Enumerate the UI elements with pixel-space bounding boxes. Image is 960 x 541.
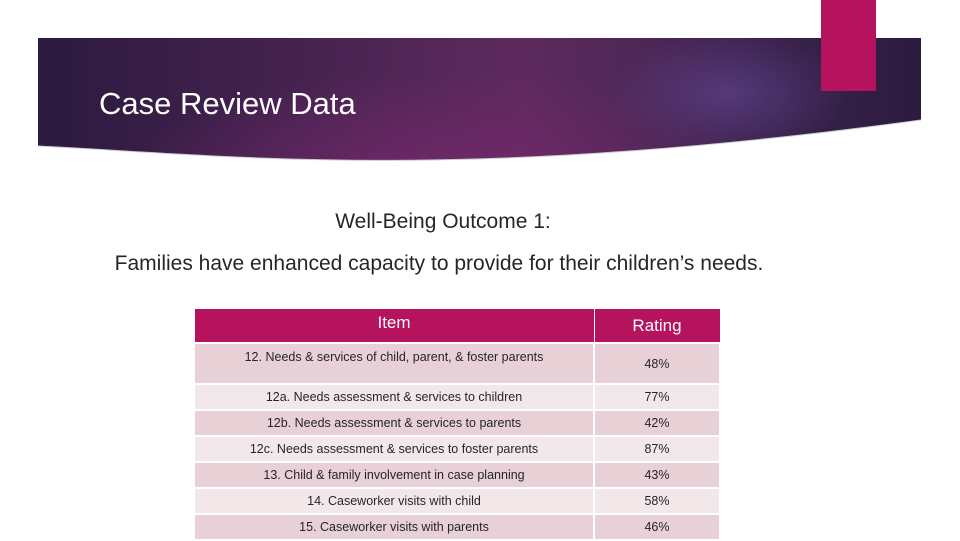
accent-bar — [821, 0, 876, 91]
row-rating: 46% — [593, 513, 721, 541]
rating-table: Item Rating 12. Needs & services of chil… — [193, 308, 721, 541]
row-item: 12. Needs & services of child, parent, &… — [193, 342, 595, 385]
row-rating: 42% — [593, 409, 721, 437]
table-header-row: Item Rating — [193, 308, 721, 344]
row-rating: 87% — [593, 435, 721, 463]
table-row: 12c. Needs assessment & services to fost… — [193, 435, 721, 463]
header-wave-decoration — [38, 119, 921, 178]
column-header-item: Item — [193, 308, 595, 344]
row-item: 13. Child & family involvement in case p… — [193, 461, 595, 489]
outcome-subtitle: Well-Being Outcome 1: — [335, 210, 551, 233]
row-rating: 77% — [593, 383, 721, 411]
row-rating: 58% — [593, 487, 721, 515]
column-header-rating: Rating — [593, 308, 721, 344]
header-band — [38, 38, 921, 178]
row-item: 15. Caseworker visits with parents — [193, 513, 595, 541]
outcome-description: Families have enhanced capacity to provi… — [114, 252, 764, 275]
row-item: 12a. Needs assessment & services to chil… — [193, 383, 595, 411]
row-item: 12b. Needs assessment & services to pare… — [193, 409, 595, 437]
row-rating: 43% — [593, 461, 721, 489]
slide-title: Case Review Data — [99, 86, 356, 121]
table-row: 14. Caseworker visits with child 58% — [193, 487, 721, 515]
row-item: 14. Caseworker visits with child — [193, 487, 595, 515]
table-row: 15. Caseworker visits with parents 46% — [193, 513, 721, 541]
table-row: 12b. Needs assessment & services to pare… — [193, 409, 721, 437]
table-row: 12a. Needs assessment & services to chil… — [193, 383, 721, 411]
table-row: 12. Needs & services of child, parent, &… — [193, 342, 721, 385]
table-row: 13. Child & family involvement in case p… — [193, 461, 721, 489]
row-item: 12c. Needs assessment & services to fost… — [193, 435, 595, 463]
row-rating: 48% — [593, 342, 721, 385]
